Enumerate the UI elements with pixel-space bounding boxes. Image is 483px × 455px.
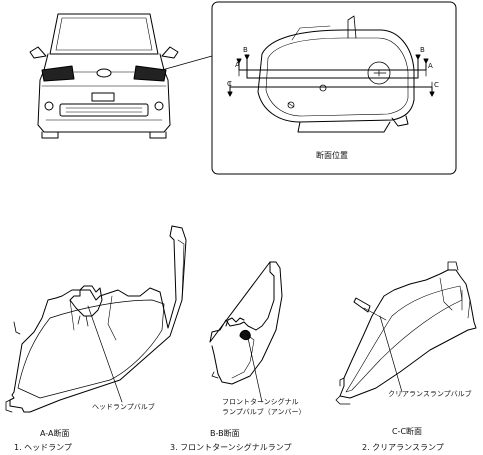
marker-a-left: A bbox=[235, 61, 240, 69]
turn-bulb-callout-line2: ランプバルブ（アンバー） bbox=[222, 408, 306, 416]
section-a-label: A-A断面 bbox=[40, 429, 70, 438]
section-c-label: C-C断面 bbox=[392, 427, 423, 436]
marker-b-right: B bbox=[420, 46, 425, 54]
section-b-label: B-B断面 bbox=[210, 429, 240, 438]
head-bulb-callout: ヘッドランプバルブ bbox=[92, 403, 155, 411]
marker-b-left: B bbox=[243, 46, 248, 54]
section-a-caption: 1. ヘッドランプ bbox=[14, 443, 72, 452]
turn-bulb-callout-line1: フロントターンシグナル bbox=[222, 398, 299, 406]
marker-c-right: C bbox=[434, 81, 439, 89]
section-a-diagram bbox=[5, 225, 187, 413]
clearance-bulb-callout: クリアランスランプバルブ bbox=[388, 390, 472, 398]
inset-box bbox=[211, 1, 457, 175]
inset-title: 断面位置 bbox=[316, 151, 348, 160]
marker-a-right: A bbox=[428, 62, 433, 70]
section-b-caption: 3. フロントターンシグナルランプ bbox=[170, 443, 292, 452]
car-front-view bbox=[29, 13, 213, 139]
marker-c-left: C bbox=[227, 80, 232, 88]
section-c-diagram bbox=[335, 261, 477, 405]
section-c-caption: 2. クリアランスランプ bbox=[362, 443, 444, 452]
section-b-diagram bbox=[209, 261, 283, 403]
